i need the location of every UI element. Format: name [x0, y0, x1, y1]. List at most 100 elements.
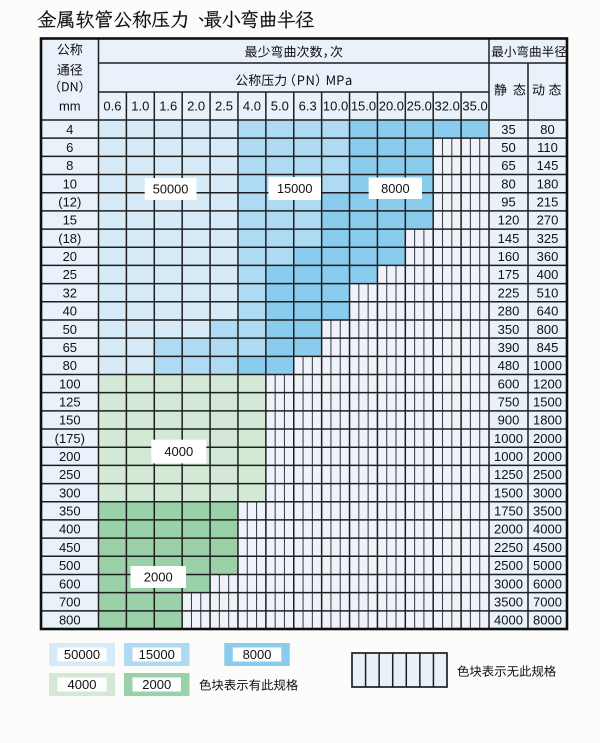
svg-text:4500: 4500	[533, 540, 562, 555]
svg-text:145: 145	[498, 231, 520, 246]
svg-text:6000: 6000	[533, 576, 562, 591]
svg-text:900: 900	[498, 413, 520, 428]
svg-text:10: 10	[63, 176, 77, 191]
svg-text:1000: 1000	[494, 449, 523, 464]
svg-text:20: 20	[63, 249, 77, 264]
svg-text:5000: 5000	[533, 558, 562, 573]
svg-text:0.6: 0.6	[103, 99, 121, 114]
svg-text:8000: 8000	[381, 181, 409, 196]
svg-text:2000: 2000	[142, 677, 171, 692]
svg-text:1750: 1750	[494, 504, 523, 519]
svg-text:1500: 1500	[533, 394, 562, 409]
svg-text:6.3: 6.3	[299, 99, 317, 114]
svg-text:2500: 2500	[533, 467, 562, 482]
svg-text:35.0: 35.0	[462, 99, 487, 114]
svg-text:845: 845	[537, 340, 559, 355]
svg-text:8000: 8000	[243, 647, 272, 662]
svg-text:50000: 50000	[64, 647, 100, 662]
svg-text:510: 510	[537, 285, 559, 300]
svg-text:4000: 4000	[533, 522, 562, 537]
svg-text:1250: 1250	[494, 467, 523, 482]
svg-text:750: 750	[498, 394, 520, 409]
svg-text:120: 120	[498, 213, 520, 228]
svg-text:3000: 3000	[533, 485, 562, 500]
svg-text:6: 6	[66, 140, 73, 155]
svg-text:350: 350	[59, 504, 81, 519]
svg-text:32.0: 32.0	[435, 99, 460, 114]
svg-text:2000: 2000	[533, 431, 562, 446]
svg-text:1500: 1500	[494, 485, 523, 500]
svg-text:95: 95	[501, 195, 515, 210]
svg-text:400: 400	[537, 267, 559, 282]
svg-text:4000: 4000	[164, 444, 193, 459]
svg-text:325: 325	[537, 231, 559, 246]
svg-text:25.0: 25.0	[407, 99, 432, 114]
svg-text:110: 110	[537, 140, 558, 155]
svg-text:(175): (175)	[55, 431, 85, 446]
svg-text:450: 450	[59, 540, 81, 555]
svg-text:65: 65	[501, 158, 515, 173]
svg-text:270: 270	[537, 213, 559, 228]
svg-text:400: 400	[59, 522, 81, 537]
svg-text:50: 50	[501, 140, 515, 155]
svg-text:35: 35	[501, 122, 515, 137]
svg-text:215: 215	[537, 195, 559, 210]
svg-text:390: 390	[498, 340, 520, 355]
svg-text:15.0: 15.0	[351, 99, 376, 114]
svg-text:700: 700	[59, 594, 81, 609]
svg-text:1.6: 1.6	[159, 99, 177, 114]
svg-text:32: 32	[63, 285, 77, 300]
svg-text:4000: 4000	[494, 613, 523, 628]
svg-text:2250: 2250	[494, 540, 523, 555]
svg-text:(18): (18)	[58, 231, 81, 246]
svg-text:2.5: 2.5	[215, 99, 233, 114]
svg-text:600: 600	[59, 576, 81, 591]
svg-text:200: 200	[59, 449, 81, 464]
svg-text:8: 8	[66, 158, 73, 173]
svg-text:5.0: 5.0	[271, 99, 289, 114]
svg-text:80: 80	[540, 122, 554, 137]
svg-text:280: 280	[498, 304, 520, 319]
svg-text:600: 600	[498, 376, 520, 391]
svg-text:4000: 4000	[68, 677, 97, 692]
svg-text:3000: 3000	[494, 576, 523, 591]
svg-text:180: 180	[537, 176, 559, 191]
svg-text:640: 640	[537, 304, 559, 319]
svg-text:2000: 2000	[494, 522, 523, 537]
svg-text:50000: 50000	[153, 182, 189, 197]
svg-text:mm: mm	[59, 99, 81, 114]
svg-text:480: 480	[498, 358, 520, 373]
svg-text:80: 80	[501, 176, 515, 191]
svg-text:300: 300	[59, 485, 81, 500]
svg-text:3500: 3500	[533, 504, 562, 519]
svg-text:2000: 2000	[533, 449, 562, 464]
svg-text:2.0: 2.0	[187, 99, 205, 114]
svg-text:50: 50	[63, 322, 77, 337]
svg-text:15: 15	[63, 213, 77, 228]
svg-text:1200: 1200	[533, 376, 562, 391]
svg-text:250: 250	[59, 467, 81, 482]
svg-text:(12): (12)	[58, 195, 81, 210]
svg-text:8000: 8000	[533, 613, 562, 628]
svg-text:800: 800	[59, 613, 81, 628]
svg-text:7000: 7000	[533, 594, 562, 609]
svg-text:3500: 3500	[494, 594, 523, 609]
svg-text:145: 145	[537, 158, 559, 173]
svg-text:100: 100	[59, 376, 81, 391]
svg-text:15000: 15000	[139, 647, 175, 662]
svg-text:10.0: 10.0	[323, 99, 348, 114]
svg-text:350: 350	[498, 322, 520, 337]
svg-text:1000: 1000	[533, 358, 562, 373]
svg-text:4: 4	[66, 122, 73, 137]
svg-text:80: 80	[63, 358, 77, 373]
svg-text:175: 175	[498, 267, 520, 282]
svg-text:225: 225	[498, 285, 520, 300]
svg-text:160: 160	[498, 249, 520, 264]
svg-text:360: 360	[537, 249, 559, 264]
svg-text:150: 150	[59, 413, 81, 428]
svg-text:65: 65	[63, 340, 77, 355]
svg-text:1.0: 1.0	[131, 99, 149, 114]
svg-text:40: 40	[63, 304, 77, 319]
svg-text:2000: 2000	[144, 570, 173, 585]
svg-text:15000: 15000	[277, 181, 313, 196]
